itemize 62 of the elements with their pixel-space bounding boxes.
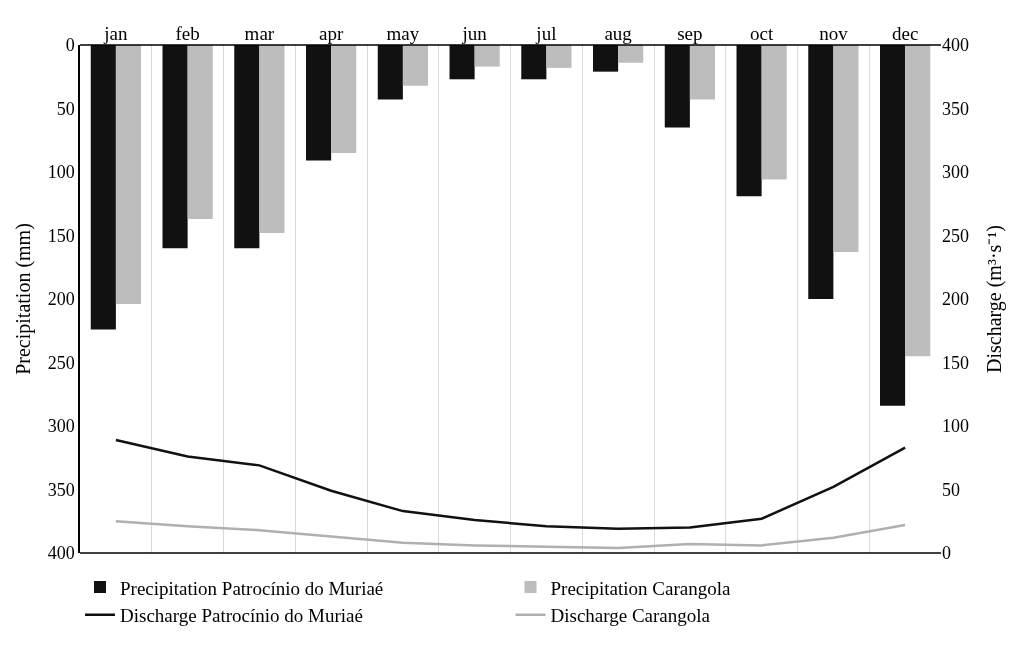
y2-tick-label: 50	[942, 479, 960, 500]
legend-label: Precipitation Carangola	[550, 577, 731, 599]
y2-tick-label: 100	[942, 416, 969, 437]
bar	[449, 45, 475, 80]
x-tick-label: dec	[891, 23, 919, 45]
y-tick-label: 300	[47, 416, 75, 437]
bar	[115, 45, 141, 305]
bar	[593, 45, 619, 72]
bar	[162, 45, 188, 249]
bar	[808, 45, 834, 299]
bar	[402, 45, 428, 86]
bar	[833, 45, 859, 253]
x-tick-label: sep	[677, 23, 703, 45]
bar	[689, 45, 715, 100]
y2-tick-label: 400	[942, 35, 969, 56]
y2-tick-label: 0	[942, 543, 951, 564]
x-tick-label: jul	[535, 23, 557, 45]
y-tick-label: 250	[47, 352, 75, 373]
x-tick-label: mar	[244, 23, 275, 45]
y-tick-label: 50	[56, 98, 75, 119]
y-tick-label: 0	[65, 35, 75, 56]
y2-tick-label: 300	[942, 162, 969, 183]
x-tick-label: oct	[750, 23, 774, 45]
x-tick-label: nov	[819, 23, 849, 45]
y2-tick-label: 350	[942, 98, 969, 119]
y-tick-label: 150	[47, 225, 75, 246]
bar	[664, 45, 690, 128]
y2-tick-label: 150	[942, 352, 969, 373]
y2-tick-label: 250	[942, 225, 969, 246]
legend-label: Discharge Patrocínio do Muriaé	[120, 605, 363, 627]
bar	[880, 45, 906, 406]
y-tick-label: 100	[47, 162, 75, 183]
line-series	[114, 520, 907, 550]
bar	[521, 45, 547, 80]
bar	[259, 45, 285, 233]
bar	[377, 45, 403, 100]
y-tick-label: 350	[47, 479, 75, 500]
y2-axis-title: Discharge (m³·s⁻¹)	[983, 224, 1006, 374]
x-tick-label: may	[386, 23, 420, 45]
bar	[306, 45, 332, 161]
y2-tick-label: 200	[942, 289, 969, 310]
bar	[234, 45, 260, 249]
bar	[187, 45, 213, 219]
bar	[905, 45, 931, 357]
bar	[331, 45, 357, 153]
x-tick-label: jan	[103, 23, 128, 45]
x-tick-label: jun	[461, 23, 488, 45]
legend-label: Precipitation Patrocínio do Muriaé	[120, 577, 384, 599]
bar	[474, 45, 500, 67]
y-axis-title: Precipitation (mm)	[11, 223, 35, 375]
bar	[761, 45, 787, 180]
y-tick-label: 200	[47, 289, 75, 310]
bar	[618, 45, 644, 63]
y-tick-label: 400	[47, 543, 75, 564]
bar	[546, 45, 572, 68]
bar	[736, 45, 762, 197]
x-tick-label: aug	[604, 23, 633, 45]
x-tick-label: feb	[175, 23, 200, 45]
legend-label: Discharge Carangola	[550, 605, 711, 627]
line-series	[114, 438, 907, 531]
x-tick-label: apr	[319, 23, 344, 45]
bar	[90, 45, 116, 330]
